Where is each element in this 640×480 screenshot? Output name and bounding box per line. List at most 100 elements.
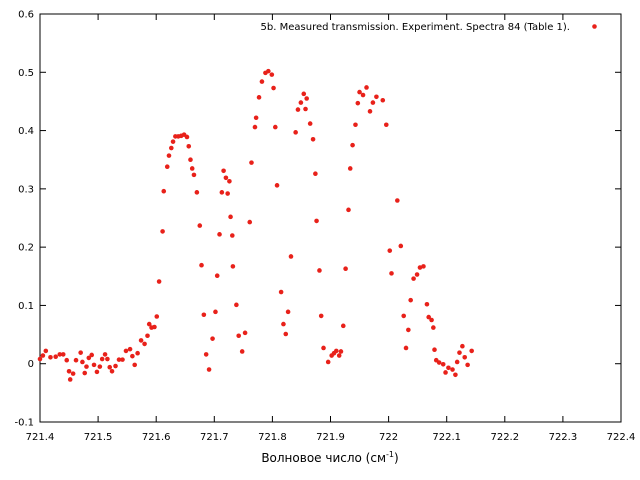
data-point	[310, 137, 316, 142]
data-point	[403, 345, 409, 351]
data-point	[127, 346, 133, 352]
data-point	[325, 359, 331, 365]
data-point	[113, 363, 118, 369]
data-point	[145, 333, 150, 339]
data-point	[424, 301, 430, 307]
data-point	[102, 352, 108, 357]
data-point	[336, 353, 342, 358]
x-tick-label: 721.9	[316, 432, 345, 443]
x-tick-label: 722.1	[432, 432, 461, 443]
data-point	[64, 357, 70, 363]
data-point	[120, 357, 125, 362]
data-point	[213, 309, 218, 315]
data-point	[40, 353, 46, 358]
data-point	[184, 134, 190, 140]
data-point	[221, 168, 226, 174]
data-point	[105, 356, 110, 362]
data-point	[346, 207, 351, 213]
data-point	[457, 350, 462, 355]
data-point	[91, 362, 97, 368]
y-tick-label: 0.2	[18, 243, 34, 254]
data-point	[469, 348, 474, 354]
data-point	[453, 372, 458, 378]
x-tick-label: 721.8	[258, 432, 287, 443]
data-point	[107, 364, 113, 370]
y-tick-labels: -0.1 0 0.1 0.2 0.3 0.4 0.5 0.6	[14, 10, 34, 429]
x-tick-labels: 721.4 721.5 721.6 721.7 721.8 721.9 722 722.1 72…	[26, 432, 636, 443]
y-tick-label: 0	[28, 359, 34, 370]
data-point	[411, 276, 416, 281]
data-point	[82, 370, 88, 376]
x-axis-title-main: Волновое число (см	[261, 451, 386, 465]
data-point	[234, 302, 239, 308]
data-point	[350, 142, 355, 148]
plot-frame	[39, 13, 622, 423]
x-tick-label: 722.2	[490, 432, 519, 443]
data-point	[338, 349, 344, 354]
data-point	[169, 145, 174, 151]
data-point	[186, 144, 192, 149]
data-point	[239, 349, 245, 354]
data-point	[197, 223, 203, 228]
data-point	[123, 348, 129, 354]
data-point	[194, 190, 200, 195]
data-point	[217, 232, 222, 237]
data-point	[454, 359, 460, 365]
legend-label: 5b. Measured transmission. Experiment. S…	[261, 22, 570, 33]
data-point	[225, 191, 230, 196]
data-point	[285, 309, 291, 315]
data-point	[295, 107, 301, 112]
y-tick-label: 0.1	[18, 301, 34, 312]
data-point	[152, 324, 157, 330]
x-tick-label: 721.6	[142, 432, 171, 443]
data-point	[236, 333, 241, 339]
data-point	[426, 314, 431, 320]
data-point	[142, 341, 147, 347]
data-point	[383, 122, 389, 128]
data-point	[99, 356, 105, 362]
data-point	[161, 188, 167, 194]
data-point	[223, 175, 229, 181]
data-point	[191, 172, 197, 178]
data-point	[43, 348, 49, 354]
data-point	[274, 183, 280, 188]
data-point	[214, 273, 220, 279]
data-point	[450, 367, 455, 372]
data-point	[406, 327, 411, 333]
data-point	[67, 377, 73, 382]
y-tick-label: 0.4	[18, 126, 34, 137]
x-tick-label: 721.4	[26, 432, 55, 443]
data-point	[298, 100, 304, 105]
data-point	[408, 297, 413, 303]
data-point	[60, 352, 66, 357]
data-point	[228, 214, 233, 220]
data-point	[355, 100, 361, 106]
data-point	[230, 264, 236, 269]
data-point	[304, 96, 309, 101]
data-point	[230, 233, 235, 238]
data-point	[164, 164, 170, 170]
data-point	[227, 178, 232, 184]
data-point	[429, 317, 434, 323]
data-points	[37, 68, 474, 382]
data-point	[367, 109, 373, 114]
data-point	[170, 139, 176, 144]
data-point	[48, 355, 53, 360]
data-point	[278, 289, 284, 295]
data-point	[314, 218, 319, 224]
data-point	[387, 248, 393, 253]
data-point	[135, 350, 140, 356]
data-point	[303, 106, 308, 112]
data-point	[364, 85, 369, 90]
data-point	[301, 91, 307, 97]
data-point	[219, 190, 225, 195]
data-point	[353, 122, 358, 128]
data-point	[94, 369, 100, 375]
x-axis-title-superscript: -1	[386, 450, 394, 459]
data-point	[252, 124, 258, 130]
data-point	[89, 352, 95, 358]
data-point	[73, 357, 79, 363]
data-point	[313, 171, 318, 176]
data-point	[199, 262, 204, 268]
